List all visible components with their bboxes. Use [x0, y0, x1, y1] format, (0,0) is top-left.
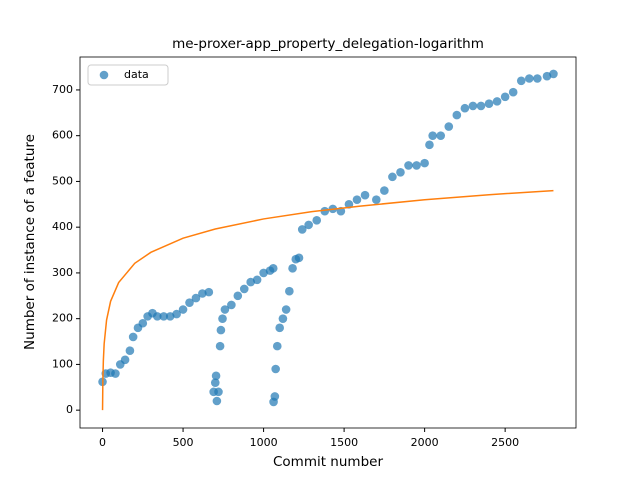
data-point	[198, 289, 207, 298]
x-tick-label: 1500	[330, 436, 358, 449]
data-point	[452, 110, 462, 120]
y-tick-label: 400	[52, 220, 73, 233]
data-point	[412, 161, 421, 170]
data-point	[304, 220, 313, 230]
data-point	[404, 161, 413, 170]
data-point	[425, 140, 434, 150]
y-tick-label: 500	[52, 174, 73, 187]
data-point	[120, 355, 130, 365]
y-axis-label: Number of instance of a feature	[22, 134, 38, 350]
data-point	[492, 97, 502, 106]
data-point	[288, 264, 297, 273]
data-point	[252, 275, 262, 285]
data-point	[444, 122, 454, 131]
data-point	[460, 103, 470, 113]
y-tick-label: 300	[52, 266, 73, 279]
data-point	[524, 74, 534, 83]
data-point	[508, 87, 518, 97]
data-point	[204, 287, 214, 297]
data-point	[210, 378, 220, 388]
data-point	[125, 346, 135, 355]
data-point	[352, 195, 362, 205]
data-point	[396, 167, 405, 177]
data-point	[275, 323, 284, 333]
data-point	[272, 341, 282, 351]
data-point	[271, 364, 280, 374]
data-point	[420, 158, 429, 168]
data-point	[500, 92, 510, 102]
data-point	[270, 392, 280, 401]
data-point	[516, 76, 526, 86]
legend-box	[87, 64, 169, 86]
data-point	[360, 190, 370, 200]
data-point	[281, 305, 291, 314]
legend-marker	[99, 70, 109, 80]
data-point	[216, 325, 226, 335]
data-point	[549, 69, 558, 79]
data-point	[294, 253, 304, 263]
data-point	[484, 99, 494, 108]
data-point	[533, 74, 542, 83]
x-tick-label: 2000	[411, 436, 439, 449]
data-point	[220, 305, 230, 314]
data-point	[214, 387, 223, 397]
x-tick-label: 0	[99, 436, 106, 449]
data-point	[138, 318, 148, 328]
y-tick-label: 0	[66, 403, 73, 416]
data-point	[172, 309, 181, 319]
data-point	[285, 286, 294, 296]
data-point	[159, 312, 169, 321]
data-point	[239, 284, 249, 294]
data-point	[178, 305, 188, 314]
data-point	[320, 206, 330, 216]
data-point	[233, 291, 243, 301]
data-point	[215, 341, 225, 351]
data-point	[388, 172, 397, 182]
data-point	[111, 369, 120, 378]
data-point	[380, 186, 389, 195]
data-point	[278, 314, 288, 323]
y-tick-label: 600	[52, 129, 73, 142]
data-point	[476, 101, 486, 111]
fit-line	[101, 189, 554, 411]
data-point	[211, 371, 221, 381]
data-point	[372, 195, 381, 205]
x-tick-label: 500	[173, 436, 194, 449]
data-point	[297, 225, 307, 234]
data-point	[268, 264, 278, 273]
data-point	[191, 293, 201, 303]
data-point	[128, 332, 138, 342]
x-tick-label: 2500	[491, 436, 519, 449]
x-tick-label: 1000	[250, 436, 278, 449]
y-tick-label: 200	[52, 312, 73, 325]
data-point	[227, 300, 236, 310]
data-point	[312, 216, 322, 225]
data-point	[152, 312, 162, 321]
x-axis-label: Commit number	[273, 454, 383, 470]
plot-frame	[79, 56, 577, 429]
chart-title: me-proxer-app_property_delegation-logari…	[172, 36, 484, 52]
data-point	[185, 298, 194, 307]
data-point	[428, 131, 437, 140]
data-point	[212, 396, 222, 406]
legend-label: data	[124, 68, 149, 81]
data-point	[468, 101, 478, 111]
data-point	[218, 314, 227, 323]
y-tick-label: 700	[52, 83, 73, 96]
y-tick-label: 100	[52, 357, 73, 370]
data-point	[436, 131, 446, 140]
